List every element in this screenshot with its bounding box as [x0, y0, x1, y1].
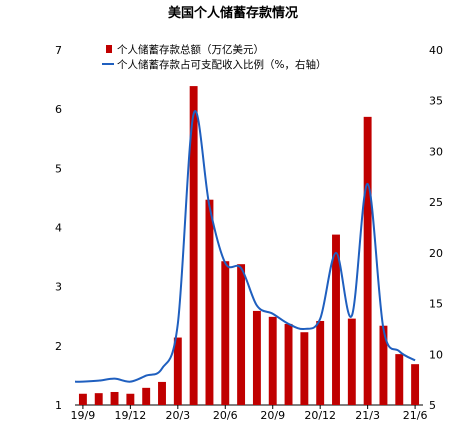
chart-title: 美国个人储蓄存款情况 — [168, 5, 298, 21]
y-right-tick-label: 5 — [429, 399, 436, 412]
y-left-tick-label: 1 — [55, 399, 62, 412]
y-right-tick-label: 25 — [429, 196, 443, 209]
bar — [395, 354, 404, 405]
line-series — [74, 110, 416, 383]
bar — [189, 86, 198, 405]
bar — [268, 316, 277, 405]
y-right-tick-label: 20 — [429, 247, 443, 260]
bar — [332, 234, 340, 405]
bar-series — [78, 86, 420, 405]
y-right-tick-label: 10 — [429, 348, 443, 361]
bar — [300, 332, 309, 405]
legend-bar-swatch — [106, 45, 112, 53]
x-tick-label: 19/12 — [115, 409, 147, 422]
y-right-tick-label: 35 — [429, 95, 443, 108]
bar — [78, 393, 87, 405]
y-left-tick-label: 2 — [55, 340, 62, 353]
bar — [142, 387, 151, 405]
legend-line-label: 个人储蓄存款占可支配收入比例（%，右轴） — [117, 58, 326, 71]
y-left-tick-label: 5 — [55, 162, 62, 175]
bar — [316, 320, 325, 405]
x-tick-label: 21/6 — [403, 409, 428, 422]
bar — [411, 364, 420, 405]
x-tick-label: 20/6 — [213, 409, 238, 422]
legend-bar-label: 个人储蓄存款总额（万亿美元） — [117, 43, 264, 56]
x-tick-label: 19/9 — [71, 409, 96, 422]
bar — [252, 310, 261, 405]
bar — [284, 323, 293, 405]
x-tick-label: 20/9 — [260, 409, 285, 422]
ratio-line — [74, 110, 416, 383]
bar — [158, 381, 166, 405]
y-right-tick-label: 30 — [429, 145, 443, 158]
y-left-tick-label: 6 — [55, 103, 62, 116]
x-tick-label: 21/3 — [355, 409, 380, 422]
y-left-tick-label: 4 — [55, 222, 62, 235]
bar — [126, 393, 135, 405]
y-right-tick-label: 40 — [429, 44, 443, 57]
bar — [237, 264, 246, 405]
x-tick-label: 20/12 — [304, 409, 336, 422]
legend: 个人储蓄存款总额（万亿美元） 个人储蓄存款占可支配收入比例（%，右轴） — [102, 43, 326, 71]
y-left-tick-label: 7 — [55, 44, 62, 57]
bar — [221, 261, 230, 405]
bar — [173, 337, 182, 405]
bar — [363, 116, 372, 405]
tick-labels: 1 2 3 4 5 6 7 5 10 15 20 25 30 35 40 19/9 19/12 20/3 20/6 2… — [55, 44, 443, 422]
bar — [94, 393, 103, 405]
bar — [379, 325, 388, 405]
y-right-tick-label: 15 — [429, 298, 443, 311]
bar — [205, 199, 214, 405]
bar — [110, 391, 119, 405]
x-tick-label: 20/3 — [165, 409, 190, 422]
bar — [347, 318, 356, 405]
y-left-tick-label: 3 — [55, 281, 62, 294]
